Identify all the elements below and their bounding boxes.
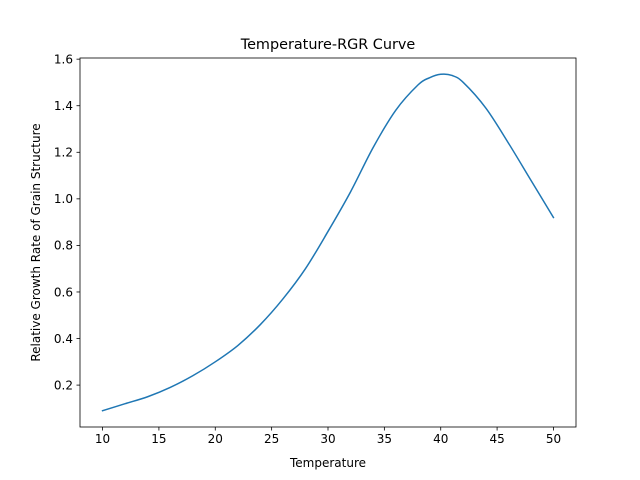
x-tick-label: 30 [320, 432, 335, 446]
x-tick-label: 35 [377, 432, 392, 446]
y-tick-label: 0.4 [54, 332, 73, 346]
x-axis-ticks: 10 15 20 25 30 35 40 45 50 [95, 427, 561, 446]
y-tick-label: 1.0 [54, 192, 73, 206]
x-axis-label: Temperature [289, 456, 366, 470]
chart-title: Temperature-RGR Curve [240, 37, 416, 53]
y-axis-label: Relative Growth Rate of Grain Structure [29, 123, 43, 361]
y-tick-label: 0.8 [54, 239, 73, 253]
y-tick-label: 0.2 [54, 378, 73, 392]
x-tick-label: 20 [208, 432, 223, 446]
y-tick-label: 1.2 [54, 146, 73, 160]
y-tick-label: 0.6 [54, 285, 73, 299]
x-tick-label: 40 [433, 432, 448, 446]
x-tick-label: 50 [546, 432, 561, 446]
plot-area [101, 73, 555, 412]
x-tick-label: 45 [489, 432, 504, 446]
x-tick-label: 10 [95, 432, 110, 446]
y-tick-label: 1.6 [54, 52, 73, 66]
series-line [101, 73, 555, 412]
y-tick-label: 1.4 [54, 99, 73, 113]
x-tick-label: 15 [151, 432, 166, 446]
y-axis-ticks: 0.2 0.4 0.6 0.8 1.0 1.2 1.4 1.6 [54, 52, 80, 392]
x-tick-label: 25 [264, 432, 279, 446]
